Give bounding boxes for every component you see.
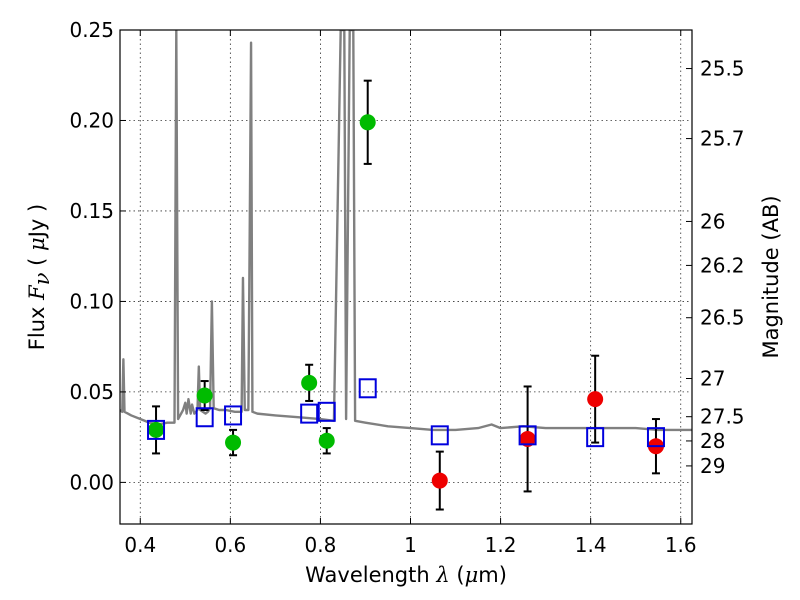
y2-tick-label: 28 — [700, 429, 725, 453]
model-square-marker — [317, 401, 336, 422]
x-tick-label: 0.8 — [305, 533, 337, 557]
y2-tick-label: 25.7 — [700, 127, 745, 151]
y2-tick-label: 26.5 — [700, 306, 745, 330]
x-tick-label: 0.6 — [214, 533, 246, 557]
y2-tick-label: 27 — [700, 367, 725, 391]
model-square-marker — [358, 378, 377, 399]
x-tick-label: 0.4 — [124, 533, 156, 557]
model-spectrum-line — [120, 30, 692, 432]
model-square-marker — [430, 425, 449, 446]
y2-tick-label: 26 — [700, 209, 725, 233]
red-data-point — [519, 430, 536, 447]
x-tick-label: 1.6 — [665, 533, 697, 557]
data-markers-layer — [147, 79, 665, 511]
green-data-point — [318, 432, 335, 449]
x-axis-label: Wavelength λ (μm) — [305, 563, 507, 587]
model-square-marker — [147, 419, 166, 440]
y-tick-label: 0.20 — [69, 108, 114, 132]
y-tick-label: 0.25 — [69, 18, 114, 42]
green-data-point — [301, 374, 318, 391]
green-data-point — [148, 421, 165, 438]
model-square-marker — [518, 425, 537, 446]
model-square-marker — [646, 427, 665, 448]
green-data-point — [359, 114, 376, 131]
grid-lines — [120, 29, 692, 524]
y-tick-label: 0.00 — [69, 470, 114, 494]
y-tick-label: 0.10 — [69, 289, 114, 313]
model-spectrum-layer — [120, 30, 692, 432]
x-tick-label: 1.2 — [485, 533, 517, 557]
model-square-marker — [586, 427, 605, 448]
x-tick-label: 1 — [404, 533, 417, 557]
model-square-marker — [300, 403, 319, 424]
y2-tick-label: 25.5 — [700, 57, 745, 81]
green-data-point — [225, 434, 242, 451]
y-tick-label: 0.15 — [69, 199, 114, 223]
model-square-marker — [195, 407, 214, 428]
red-data-point — [587, 391, 604, 408]
y2-tick-label: 27.5 — [700, 405, 745, 429]
y2-tick-label: 29 — [700, 454, 725, 478]
y2-tick-label: 26.2 — [700, 253, 745, 277]
y-axis-label: Flux Fν ( μJy ) — [25, 204, 54, 350]
red-data-point — [431, 472, 448, 489]
y2-axis-label: Magnitude (AB) — [759, 195, 783, 358]
y-tick-label: 0.05 — [69, 380, 114, 404]
x-tick-label: 1.4 — [575, 533, 607, 557]
model-square-marker — [224, 405, 243, 426]
green-data-point — [196, 387, 213, 404]
plot-frame — [119, 29, 693, 525]
axis-ticks: 0.4 0.6 0.8 1 1.2 1.4 1.6 0.00 0.05 0.10 0.15 0.20 0… — [69, 18, 744, 557]
